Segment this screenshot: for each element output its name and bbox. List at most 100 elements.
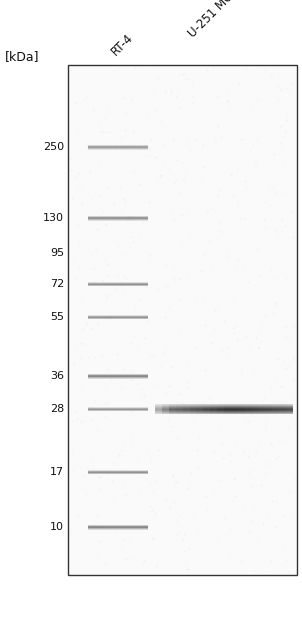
Bar	[238, 413, 245, 415]
Bar	[155, 405, 162, 406]
Bar	[265, 406, 272, 407]
Bar	[286, 410, 293, 411]
Bar	[203, 404, 210, 405]
Bar	[183, 409, 189, 410]
Bar	[210, 404, 217, 405]
Bar	[217, 405, 224, 406]
Text: 250: 250	[43, 142, 64, 152]
Bar	[196, 413, 203, 415]
Bar	[279, 407, 286, 408]
Bar	[286, 405, 293, 406]
Bar	[238, 404, 245, 405]
Bar	[210, 412, 217, 413]
Bar	[231, 406, 238, 407]
Bar	[189, 411, 196, 412]
Bar	[259, 407, 265, 408]
Bar	[217, 411, 224, 412]
Bar	[217, 409, 224, 410]
Bar	[176, 410, 183, 411]
Bar	[265, 408, 272, 409]
Bar	[252, 405, 259, 406]
Bar	[279, 410, 286, 411]
Bar	[272, 411, 279, 412]
Bar	[265, 409, 272, 410]
Bar	[272, 413, 279, 415]
Bar	[231, 405, 238, 406]
Bar	[176, 408, 183, 409]
Bar	[272, 410, 279, 411]
Bar	[259, 411, 265, 412]
Bar	[224, 413, 231, 415]
Text: 10: 10	[50, 522, 64, 532]
Text: 130: 130	[43, 213, 64, 223]
Bar	[252, 411, 259, 412]
Bar	[217, 404, 224, 405]
Bar	[203, 412, 210, 413]
Bar	[162, 405, 169, 406]
Bar	[259, 408, 265, 409]
Bar	[252, 409, 259, 410]
Bar	[169, 407, 176, 408]
Bar	[245, 408, 252, 409]
Bar	[286, 408, 293, 409]
Bar	[231, 404, 238, 405]
Bar	[196, 405, 203, 406]
Bar	[286, 411, 293, 412]
Bar	[259, 404, 265, 405]
Bar	[259, 409, 265, 410]
Bar	[238, 409, 245, 410]
Bar	[252, 404, 259, 405]
Bar	[217, 410, 224, 411]
Bar	[238, 407, 245, 408]
Bar	[176, 404, 183, 405]
Bar	[155, 407, 162, 408]
Bar	[189, 413, 196, 415]
Bar	[279, 405, 286, 406]
Bar	[196, 407, 203, 408]
Bar	[183, 412, 189, 413]
Bar	[155, 406, 162, 407]
Bar	[231, 410, 238, 411]
Bar	[183, 408, 189, 409]
Bar	[189, 407, 196, 408]
Bar	[245, 412, 252, 413]
Bar	[176, 405, 183, 406]
Bar	[176, 409, 183, 410]
Bar	[196, 404, 203, 405]
Bar	[279, 406, 286, 407]
Bar	[162, 413, 169, 415]
Bar	[259, 405, 265, 406]
Bar	[272, 406, 279, 407]
Bar	[189, 405, 196, 406]
Bar	[210, 413, 217, 415]
Bar	[183, 411, 189, 412]
Bar	[224, 412, 231, 413]
Text: 28: 28	[50, 404, 64, 414]
Bar	[252, 412, 259, 413]
Bar	[176, 411, 183, 412]
Bar	[245, 411, 252, 412]
Bar	[203, 408, 210, 409]
Bar	[210, 410, 217, 411]
Bar	[169, 406, 176, 407]
Bar	[224, 405, 231, 406]
Bar	[162, 404, 169, 405]
Bar	[203, 413, 210, 415]
Bar	[183, 410, 189, 411]
Bar	[279, 412, 286, 413]
Bar	[155, 404, 162, 405]
Bar	[245, 409, 252, 410]
Bar	[231, 407, 238, 408]
Bar	[169, 410, 176, 411]
Bar	[265, 410, 272, 411]
Bar	[196, 406, 203, 407]
Bar	[231, 409, 238, 410]
Bar	[210, 407, 217, 408]
Bar	[169, 409, 176, 410]
Bar	[217, 407, 224, 408]
Bar	[286, 404, 293, 405]
Bar	[259, 413, 265, 415]
Text: 55: 55	[50, 312, 64, 322]
Bar	[169, 411, 176, 412]
Bar	[183, 404, 189, 405]
